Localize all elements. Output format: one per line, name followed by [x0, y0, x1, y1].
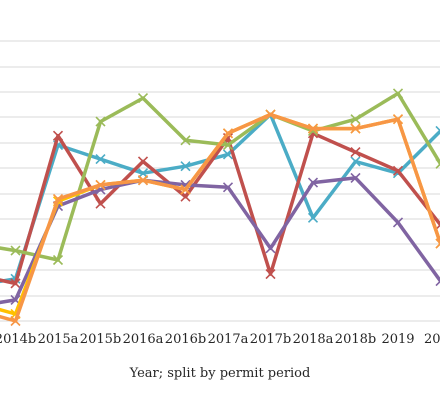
x-tick-label: 2018b: [335, 332, 376, 347]
data-point: [95, 179, 106, 190]
data-point: [435, 158, 440, 169]
data-point: [265, 243, 276, 254]
data-point: [435, 219, 440, 230]
data-point: [95, 198, 106, 209]
data-point: [392, 165, 404, 176]
data-point: [95, 154, 106, 165]
x-axis-label: Year; split by permit period: [129, 366, 311, 381]
x-tick-label: 2016a: [123, 332, 164, 347]
data-point: [435, 276, 440, 287]
x-axis-ticks: 2014a2014b2015a2015b2016a2016b2017a2017b…: [0, 332, 440, 347]
data-point: [392, 88, 404, 99]
series-line: [0, 112, 440, 284]
series-group: [0, 88, 440, 327]
data-point: [222, 139, 234, 151]
x-tick-label: 2017b: [250, 332, 291, 347]
data-point: [95, 116, 106, 127]
series-0: [0, 109, 440, 284]
x-tick-label: 2015a: [38, 332, 79, 347]
data-point: [52, 193, 64, 205]
data-point: [350, 114, 361, 125]
data-point: [392, 217, 404, 228]
data-point: [435, 125, 440, 137]
x-tick-label: 2017a: [208, 332, 249, 347]
data-point: [137, 156, 149, 167]
data-point: [392, 114, 404, 125]
data-point: [222, 182, 234, 193]
series-5: [0, 109, 440, 327]
series-line: [0, 91, 440, 262]
data-point: [52, 130, 64, 141]
data-point: [180, 161, 191, 172]
data-point: [180, 135, 191, 146]
data-point: [350, 172, 361, 183]
x-tick-label: 2020: [424, 332, 440, 347]
x-tick-label: 2015b: [80, 332, 121, 347]
data-point: [137, 93, 149, 104]
data-point: [307, 123, 319, 134]
data-point: [265, 109, 276, 120]
data-point: [307, 212, 319, 223]
data-point: [265, 269, 276, 280]
data-point: [10, 315, 21, 327]
data-point: [350, 156, 361, 167]
data-point: [137, 175, 149, 186]
data-point: [222, 128, 234, 139]
series-1: [0, 128, 440, 289]
data-point: [350, 123, 361, 134]
data-point: [52, 254, 64, 266]
data-point: [180, 184, 191, 195]
series-2: [0, 88, 440, 266]
data-point: [10, 245, 21, 256]
data-point: [435, 238, 440, 249]
x-tick-label: 2016b: [165, 332, 206, 347]
x-tick-label: 2019: [381, 332, 414, 347]
gridlines: [0, 40, 440, 322]
data-point: [10, 278, 21, 289]
x-tick-label: 2018a: [293, 332, 334, 347]
data-point: [350, 147, 361, 158]
x-tick-label: 2014b: [0, 332, 36, 347]
data-point: [307, 177, 319, 188]
